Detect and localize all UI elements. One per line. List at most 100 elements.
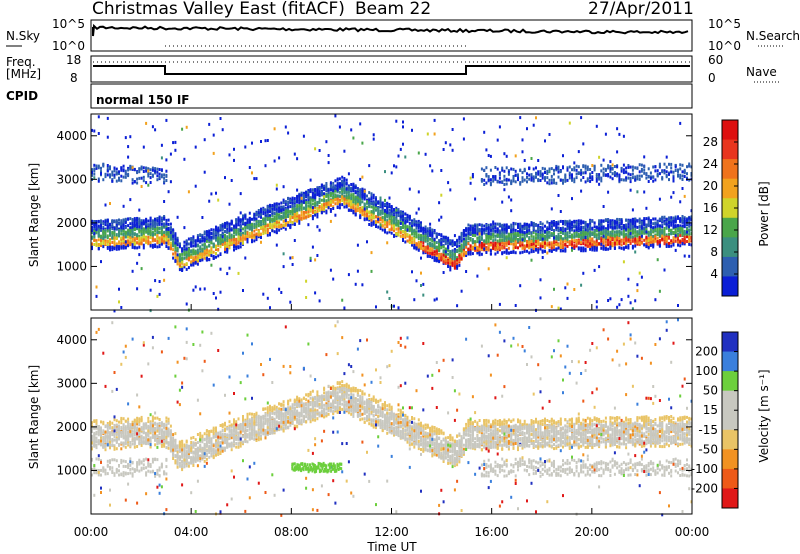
- data-cell: [255, 177, 258, 181]
- data-cell: [489, 181, 492, 185]
- data-cell: [300, 210, 303, 214]
- data-cell: [411, 225, 413, 229]
- data-cell: [219, 234, 222, 238]
- cpid-panel: CPID normal 150 IF: [6, 83, 693, 109]
- data-cell: [239, 232, 242, 236]
- data-cell: [106, 166, 109, 170]
- data-cell: [190, 244, 193, 247]
- data-cell: [176, 238, 179, 242]
- data-cell: [138, 176, 141, 180]
- data-cell: [284, 219, 287, 222]
- data-cell: [544, 230, 546, 234]
- data-cell: [395, 208, 398, 212]
- data-cell: [158, 230, 161, 234]
- data-cell: [377, 216, 380, 220]
- data-cell: [501, 238, 504, 242]
- data-cell: [467, 229, 470, 233]
- data-cell: [109, 173, 111, 177]
- data-cell: [309, 201, 312, 205]
- data-cell: [539, 226, 542, 229]
- data-cell: [158, 292, 161, 296]
- data-cell: [106, 239, 109, 243]
- data-cell: [115, 179, 118, 183]
- nsky-left-tick-top: 10^5: [52, 17, 85, 31]
- data-cell: [217, 254, 220, 258]
- data-cell: [503, 178, 506, 182]
- data-cell: [541, 222, 544, 226]
- data-cell: [512, 250, 515, 254]
- data-cell: [282, 212, 285, 216]
- beam-label: Beam 22: [355, 0, 431, 19]
- data-cell: [435, 251, 438, 255]
- data-cell: [145, 239, 148, 243]
- data-cell: [442, 271, 445, 274]
- data-cell: [210, 247, 213, 251]
- data-cell: [201, 233, 204, 237]
- nsky-right-tick-top: 10^5: [708, 17, 741, 31]
- data-cell: [492, 225, 495, 229]
- data-cell: [332, 205, 335, 209]
- data-cell: [514, 304, 517, 307]
- data-cell: [505, 229, 508, 233]
- data-cell: [275, 231, 278, 235]
- data-cell: [496, 228, 499, 232]
- data-cell: [494, 241, 497, 245]
- data-cell: [275, 220, 278, 224]
- data-cell: [379, 201, 382, 205]
- data-cell: [539, 296, 542, 300]
- data-cell: [316, 254, 319, 257]
- data-cell: [467, 237, 470, 240]
- data-cell: [507, 246, 510, 250]
- data-cell: [397, 233, 400, 237]
- data-cell: [352, 196, 355, 200]
- data-cell: [228, 226, 231, 230]
- data-cell: [487, 232, 490, 235]
- data-cell: [553, 238, 555, 242]
- data-cell: [347, 199, 350, 203]
- data-cell: [503, 242, 506, 246]
- data-cell: [537, 230, 540, 234]
- data-cell: [293, 207, 296, 211]
- data-cell: [104, 220, 107, 224]
- data-cell: [118, 176, 120, 180]
- data-cell: [199, 247, 202, 251]
- data-cell: [323, 185, 326, 189]
- data-cell: [201, 243, 204, 247]
- data-cell: [406, 219, 409, 223]
- data-cell: [262, 219, 265, 223]
- data-cell: [510, 223, 513, 227]
- data-cell: [221, 235, 224, 239]
- data-cell: [307, 205, 310, 209]
- data-cell: [426, 245, 429, 249]
- data-cell: [242, 234, 244, 238]
- data-cell: [544, 224, 546, 228]
- data-cell: [284, 223, 287, 227]
- data-cell: [415, 234, 418, 238]
- data-cell: [111, 173, 114, 177]
- data-cell: [289, 218, 292, 222]
- data-cell: [215, 252, 217, 255]
- data-cell: [420, 241, 422, 244]
- data-cell: [494, 246, 497, 250]
- data-cell: [474, 228, 477, 231]
- data-cell: [368, 201, 371, 205]
- data-cell: [417, 235, 420, 239]
- data-cell: [140, 267, 143, 271]
- data-cell: [530, 157, 533, 160]
- data-cell: [248, 211, 251, 215]
- data-cell: [329, 208, 332, 211]
- data-cell: [505, 166, 508, 170]
- data-cell: [438, 245, 441, 249]
- data-cell: [553, 233, 555, 237]
- data-cell: [535, 223, 537, 227]
- data-cell: [224, 244, 226, 248]
- data-cell: [291, 211, 294, 215]
- data-cell: [553, 221, 555, 225]
- data-cell: [433, 241, 436, 245]
- data-cell: [208, 199, 211, 203]
- data-cell: [228, 229, 231, 233]
- data-cell: [487, 154, 490, 157]
- data-cell: [255, 235, 258, 239]
- data-cell: [478, 251, 481, 255]
- data-cell: [138, 230, 141, 234]
